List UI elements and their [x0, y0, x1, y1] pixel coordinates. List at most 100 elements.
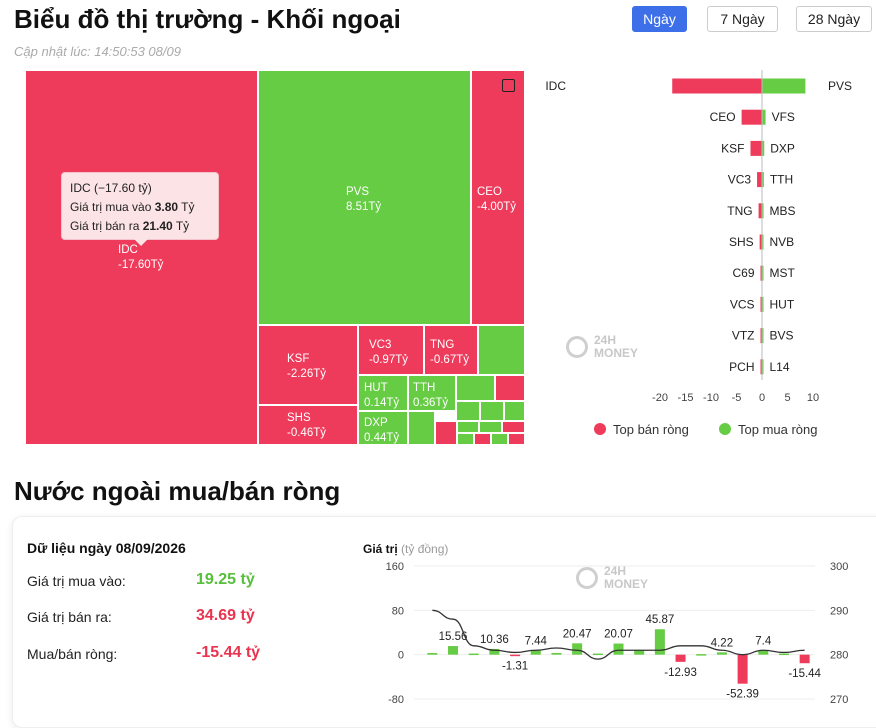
treemap-label-dxp: DXP 0.44Tỷ	[364, 417, 400, 444]
treemap-cell-small[interactable]	[474, 433, 491, 445]
y2-tick-label: 290	[830, 605, 848, 617]
net-bar	[778, 653, 789, 656]
treemap-cell-small[interactable]	[495, 375, 525, 401]
treemap-cell-small[interactable]	[478, 325, 525, 375]
bar-sell	[750, 140, 762, 156]
watermark-text: 24H	[604, 564, 627, 578]
treemap-cell-hut[interactable]: HUT 0.14Tỷ	[358, 375, 408, 411]
bar-label-sell: VTZ	[732, 329, 755, 343]
x-tick-label: 10	[807, 392, 819, 404]
bar-label-sell: SHS	[729, 235, 754, 249]
treemap-label-hut: HUT 0.14Tỷ	[364, 382, 400, 409]
net-bar	[468, 653, 479, 656]
bar-label-buy: BVS	[770, 329, 794, 343]
treemap-label-ksf: KSF -2.26Tỷ	[287, 353, 326, 380]
top-net-bar-chart: IDC PVS CEO VFS KSF DXP VC3 TTH TNG MBS SHS NVB C69 M…	[545, 70, 852, 437]
watermark-text: 24H	[594, 333, 617, 347]
treemap-cell-small[interactable]	[508, 433, 525, 445]
tab-day[interactable]: Ngày	[632, 6, 687, 32]
x-tick-label: 0	[759, 392, 765, 404]
bar-label-buy: L14	[770, 360, 790, 374]
bar-sell	[759, 234, 762, 250]
net-bar	[592, 653, 603, 656]
treemap-label-tng: TNG -0.67Tỷ	[430, 339, 469, 366]
section-title: Nước ngoài mua/bán ròng	[14, 476, 341, 506]
y-tick-label: -80	[388, 694, 404, 706]
legend-buy-dot	[719, 423, 731, 435]
treemap-cell-vc3[interactable]: VC3 -0.97Tỷ	[358, 325, 424, 375]
treemap-cell-small[interactable]	[457, 421, 479, 433]
treemap-label-vc3: VC3 -0.97Tỷ	[369, 339, 408, 366]
bar-buy	[762, 296, 764, 312]
bar-label-buy: MST	[770, 266, 796, 280]
summary-buy-label: Giá trị mua vào:	[27, 573, 126, 589]
x-tick-label: -15	[678, 392, 694, 404]
treemap-cell-small[interactable]	[504, 401, 525, 421]
tab-28-days[interactable]: 28 Ngày	[796, 6, 872, 32]
bar-sell	[757, 172, 762, 188]
y-tick-label: 80	[392, 605, 404, 617]
net-bar-label: 15.56	[439, 631, 468, 643]
treemap-label-idc: IDC -17.60Tỷ	[118, 244, 164, 271]
bar-sell	[760, 296, 762, 312]
treemap-cell-small[interactable]	[408, 411, 435, 445]
bar-sell	[672, 78, 762, 94]
bar-sell	[760, 328, 762, 344]
net-bar-label: 7.44	[525, 636, 548, 648]
treemap-cell-small[interactable]	[480, 401, 504, 421]
treemap-cell-pvs[interactable]: PVS 8.51Tỷ	[258, 70, 471, 325]
updated-time: Cập nhật lúc: 14:50:53 08/09	[14, 44, 181, 59]
x-tick-label: 5	[784, 392, 790, 404]
tab-7-days[interactable]: 7 Ngày	[707, 6, 778, 32]
bar-sell	[758, 203, 762, 219]
bar-buy	[762, 359, 764, 375]
treemap-cell-small[interactable]	[457, 433, 474, 445]
summary-date: Dữ liệu ngày 08/09/2026	[27, 540, 186, 556]
net-bar	[489, 648, 500, 655]
chart-ylabel: Giá trị (tỷ đồng)	[363, 542, 449, 556]
legend-buy-label: Top mua ròng	[738, 422, 818, 437]
tooltip-title: IDC (−17.60 tỷ)	[70, 181, 152, 195]
bar-buy	[762, 234, 764, 250]
bar-buy	[762, 328, 764, 344]
treemap-cell-small[interactable]	[491, 433, 508, 445]
summary-sell-value: 34.69 tỷ	[196, 607, 255, 624]
treemap-cell-idc[interactable]: IDC -17.60Tỷ	[25, 70, 258, 445]
net-bar	[530, 650, 541, 655]
y2-tick-label: 300	[830, 561, 848, 573]
page-title: Biểu đồ thị trường - Khối ngoại	[14, 4, 401, 34]
treemap-cell-tth[interactable]: TTH 0.36Tỷ	[408, 375, 456, 411]
net-bar-label: 7.4	[755, 636, 772, 648]
treemap-cell-small[interactable]	[435, 421, 457, 445]
bar-label-buy: PVS	[828, 79, 852, 93]
bar-buy	[762, 109, 766, 125]
treemap-cell-tng[interactable]: TNG -0.67Tỷ	[424, 325, 478, 375]
treemap-cell-ksf[interactable]: KSF -2.26Tỷ	[258, 325, 358, 405]
index-line	[432, 609, 805, 660]
treemap-cell-small[interactable]	[502, 421, 525, 433]
net-bar-label: 20.47	[563, 628, 592, 640]
treemap-cell-ceo[interactable]: CEO -4.00Tỷ	[471, 70, 525, 325]
summary-net-label: Mua/bán ròng:	[27, 646, 118, 662]
net-bar-label: -1.31	[502, 660, 528, 672]
bar-label-sell: CEO	[710, 110, 736, 124]
treemap-cell-small[interactable]	[456, 375, 495, 401]
net-bar-label: 10.36	[480, 634, 509, 646]
treemap-label-tth: TTH 0.36Tỷ	[413, 382, 449, 409]
fullscreen-icon[interactable]	[502, 79, 515, 92]
bar-buy	[762, 140, 765, 156]
treemap-label-ceo: CEO -4.00Tỷ	[477, 186, 516, 213]
net-bar	[716, 652, 727, 655]
treemap-cell-small[interactable]	[479, 421, 502, 433]
watermark-text: MONEY	[594, 346, 639, 360]
net-bar-label: -12.93	[664, 667, 697, 679]
treemap-cell-dxp[interactable]: DXP 0.44Tỷ	[358, 411, 408, 445]
net-bar	[510, 654, 521, 657]
bar-sell	[760, 265, 762, 281]
treemap-cell-shs[interactable]: SHS -0.46Tỷ	[258, 405, 358, 445]
net-bar	[758, 650, 769, 655]
bar-label-sell: C69	[732, 266, 754, 280]
net-bar-label: 45.87	[645, 614, 674, 626]
bar-label-sell: TNG	[727, 204, 752, 218]
treemap-cell-small[interactable]	[456, 401, 480, 421]
